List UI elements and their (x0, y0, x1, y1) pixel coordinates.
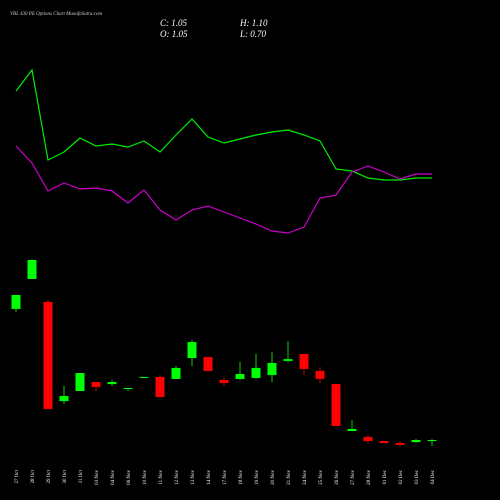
candle-body (347, 428, 357, 431)
x-tick-label: 14 Nov (207, 470, 212, 485)
x-tick-label: 18 Nov (239, 470, 244, 485)
candle-body (75, 373, 85, 392)
candle-body (171, 367, 181, 379)
x-tick-label: 31 Oct (79, 469, 84, 483)
x-tick-label: 11 Nov (159, 470, 164, 485)
candle-body (59, 395, 69, 402)
x-tick-label: 04 Dec (431, 469, 436, 484)
candle-body (219, 379, 229, 384)
candle-body (203, 357, 213, 371)
candle-body (155, 376, 165, 397)
x-tick-label: 12 Nov (175, 470, 180, 485)
candle-body (315, 370, 325, 379)
x-tick-label: 21 Nov (287, 470, 292, 485)
candle-body (283, 359, 293, 361)
indicator-line (15, 145, 432, 234)
x-tick-label: 04 Nov (111, 470, 116, 485)
x-tick-label: 30 Oct (63, 469, 68, 483)
x-tick-label: 20 Nov (271, 470, 276, 485)
candle-body (107, 382, 117, 385)
x-tick-label: 26 Nov (335, 470, 340, 485)
candle-body (363, 436, 373, 442)
candle-body (235, 374, 245, 379)
candle-body (139, 376, 149, 378)
candle-body (27, 259, 37, 280)
open-label: O: 1.05 (160, 29, 188, 39)
x-tick-label: 25 Nov (319, 470, 324, 485)
candle-body (299, 353, 309, 369)
x-tick-label: 13 Nov (191, 470, 196, 485)
candle-body (187, 342, 197, 359)
candle-body (379, 441, 389, 444)
candle-body (331, 384, 341, 427)
x-tick-label: 28 Nov (367, 470, 372, 485)
close-label: C: 1.05 (160, 18, 188, 28)
candle-body (267, 362, 277, 376)
candle-body (123, 387, 133, 389)
x-tick-label: 24 Nov (303, 470, 308, 485)
x-tick-label: 03 Dec (415, 469, 420, 484)
x-tick-label: 27 Oct (15, 469, 20, 483)
x-tick-label: 02 Dec (399, 469, 404, 484)
chart-title: VBL 430 PE Options Chart MunafaSutra.com (10, 12, 103, 17)
candle-body (411, 440, 421, 443)
x-tick-label: 17 Nov (223, 470, 228, 485)
x-tick-label: 27 Nov (351, 470, 356, 485)
candle-body (395, 443, 405, 445)
high-label: H: 1.10 (239, 18, 268, 28)
x-tick-label: 06 Nov (127, 470, 132, 485)
x-tick-label: 28 Oct (31, 469, 36, 483)
indicator-line (15, 68, 432, 181)
candle-body (11, 294, 21, 309)
x-tick-label: 29 Oct (47, 469, 52, 483)
x-tick-label: 03 Nov (95, 470, 100, 485)
candle-body (251, 367, 261, 378)
candle-body (91, 382, 101, 387)
x-tick-label: 10 Nov (143, 470, 148, 485)
low-label: L: 0.70 (239, 29, 267, 39)
candle-body (43, 301, 53, 410)
x-tick-label: 19 Nov (255, 470, 260, 485)
x-tick-label: 01 Dec (383, 469, 388, 484)
candle-body (427, 440, 437, 441)
